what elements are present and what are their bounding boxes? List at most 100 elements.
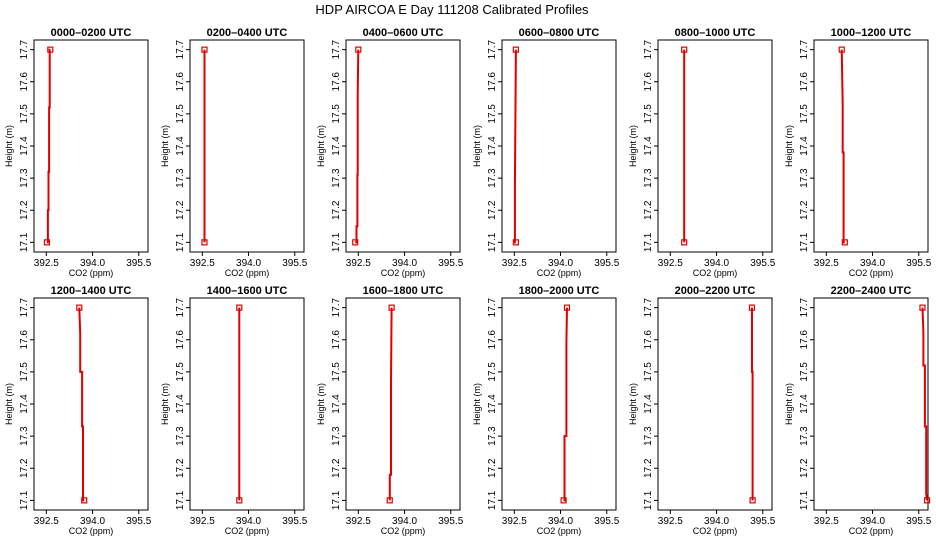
profile-line	[355, 49, 360, 244]
y-axis-label: Height (m)	[4, 383, 14, 425]
x-tick-label: 392.5	[34, 516, 59, 527]
profile-line	[840, 49, 845, 244]
panel-title: 2000–2200 UTC	[675, 285, 756, 297]
profile-line	[751, 307, 754, 501]
y-tick-label: 17.7	[799, 39, 810, 59]
y-tick-label: 17.5	[643, 362, 654, 382]
y-tick-label: 17.5	[19, 104, 30, 124]
profile-endpoint-marker	[352, 239, 359, 246]
x-tick-label: 395.5	[750, 516, 775, 527]
x-tick-label: 394.0	[392, 516, 417, 527]
y-tick-label: 17.5	[331, 104, 342, 124]
panel-title: 1200–1400 UTC	[51, 285, 132, 297]
x-tick-label: 392.5	[814, 516, 839, 527]
y-tick-label: 17.6	[19, 330, 30, 350]
y-tick-label: 17.5	[487, 362, 498, 382]
y-tick-label: 17.3	[331, 168, 342, 188]
y-tick-label: 17.2	[175, 200, 186, 220]
chart-panel-4: 0600–0800 UTC 392.5 394.0 395.5 17.1 17.2 17.3…	[472, 27, 620, 278]
profile-line	[388, 307, 393, 501]
y-tick-label: 17.4	[487, 394, 498, 414]
x-axis-label: CO2 (ppm)	[537, 268, 582, 278]
plot-frame	[345, 39, 461, 253]
y-tick-label: 17.3	[799, 426, 810, 446]
panel-title: 1600–1800 UTC	[363, 285, 444, 297]
y-tick-label: 17.1	[799, 490, 810, 510]
y-tick-label: 17.4	[175, 394, 186, 414]
chart-panel-7: 1200–1400 UTC 392.5 394.0 395.5 17.1 17.2 17.3…	[4, 285, 152, 536]
y-axis-label: Height (m)	[316, 383, 326, 425]
profile-endpoint-marker	[560, 497, 567, 504]
chart-panel-5: 0800–1000 UTC 392.5 394.0 395.5 17.1 17.2 17.3…	[628, 27, 776, 278]
y-axis-label: Height (m)	[4, 125, 14, 167]
x-axis-label: CO2 (ppm)	[693, 526, 738, 536]
x-tick-label: 394.0	[548, 258, 573, 269]
x-tick-label: 394.0	[704, 516, 729, 527]
y-tick-label: 17.4	[19, 394, 30, 414]
plot-frame	[501, 297, 617, 511]
plot-frame	[657, 39, 773, 253]
y-tick-label: 17.3	[487, 426, 498, 446]
x-axis-label: CO2 (ppm)	[381, 268, 426, 278]
x-tick-label: 392.5	[814, 258, 839, 269]
y-tick-label: 17.1	[19, 232, 30, 252]
chart-panel-11: 2000–2200 UTC 392.5 394.0 395.5 17.1 17.2 17.3…	[628, 285, 776, 536]
y-tick-label: 17.1	[487, 490, 498, 510]
x-tick-label: 394.0	[80, 516, 105, 527]
y-tick-label: 17.6	[331, 330, 342, 350]
x-tick-label: 392.5	[658, 258, 683, 269]
y-tick-label: 17.1	[487, 232, 498, 252]
x-axis-label: CO2 (ppm)	[693, 268, 738, 278]
y-tick-label: 17.3	[19, 426, 30, 446]
y-tick-label: 17.1	[175, 490, 186, 510]
y-axis-label: Height (m)	[160, 125, 170, 167]
profile-endpoint-marker	[681, 239, 688, 246]
x-tick-label: 392.5	[502, 258, 527, 269]
y-tick-label: 17.6	[175, 72, 186, 92]
y-tick-label: 17.5	[799, 104, 810, 124]
x-tick-label: 394.0	[860, 258, 885, 269]
y-tick-label: 17.6	[643, 72, 654, 92]
x-tick-label: 392.5	[502, 516, 527, 527]
profile-endpoint-marker	[43, 239, 51, 246]
y-tick-label: 17.4	[331, 136, 342, 156]
x-tick-label: 392.5	[190, 258, 215, 269]
plot-frame	[189, 297, 305, 511]
y-tick-label: 17.6	[799, 72, 810, 92]
y-tick-label: 17.2	[487, 458, 498, 478]
y-tick-label: 17.5	[175, 362, 186, 382]
profile-endpoint-marker	[388, 304, 395, 311]
y-tick-label: 17.7	[331, 297, 342, 317]
y-tick-label: 17.2	[331, 458, 342, 478]
y-tick-label: 17.1	[643, 490, 654, 510]
y-tick-label: 17.4	[799, 394, 810, 414]
y-tick-label: 17.3	[19, 168, 30, 188]
y-axis-label: Height (m)	[628, 125, 638, 167]
y-tick-label: 17.6	[175, 330, 186, 350]
profile-endpoint-marker	[681, 46, 688, 53]
y-tick-label: 17.1	[799, 232, 810, 252]
plot-frame	[813, 39, 929, 253]
chart-panel-6: 1000–1200 UTC 392.5 394.0 395.5 17.1 17.2 17.3…	[784, 27, 932, 278]
x-tick-label: 395.5	[282, 258, 307, 269]
x-axis-label: CO2 (ppm)	[849, 268, 894, 278]
chart-panel-9: 1600–1800 UTC 392.5 394.0 395.5 17.1 17.2 17.3…	[316, 285, 464, 536]
profile-endpoint-marker	[923, 497, 931, 504]
x-tick-label: 394.0	[80, 258, 105, 269]
y-tick-label: 17.7	[487, 297, 498, 317]
profile-endpoint-marker	[749, 497, 756, 504]
panel-title: 0200–0400 UTC	[207, 27, 288, 39]
y-tick-label: 17.7	[19, 297, 30, 317]
y-tick-label: 17.4	[487, 136, 498, 156]
y-tick-label: 17.1	[643, 232, 654, 252]
x-axis-label: CO2 (ppm)	[537, 526, 582, 536]
x-tick-label: 395.5	[594, 516, 619, 527]
y-tick-label: 17.6	[487, 72, 498, 92]
profile-endpoint-marker	[201, 239, 208, 246]
plot-frame	[501, 39, 617, 253]
plot-frame	[345, 297, 461, 511]
chart-panel-12: 2200–2400 UTC 392.5 394.0 395.5 17.1 17.2 17.3…	[784, 285, 932, 536]
profile-line	[513, 49, 517, 244]
y-tick-label: 17.1	[331, 232, 342, 252]
